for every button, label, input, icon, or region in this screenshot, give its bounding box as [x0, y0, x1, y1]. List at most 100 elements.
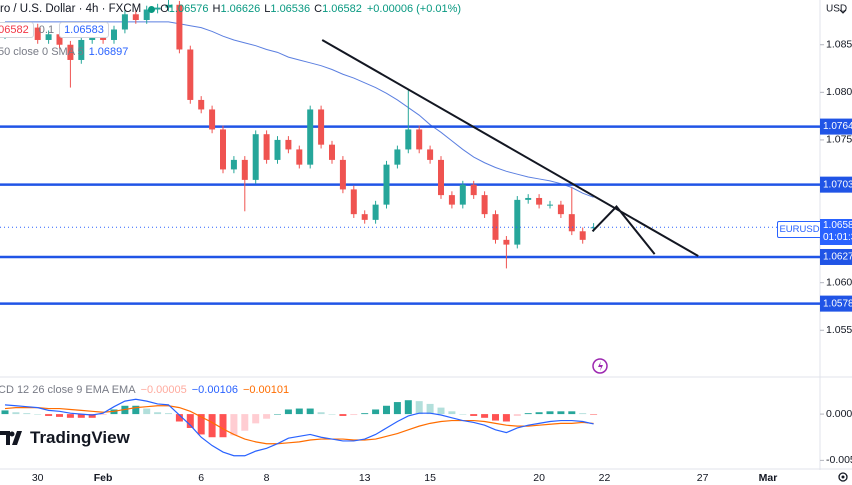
- macd-histogram-bar: [12, 412, 20, 415]
- candle-body: [470, 184, 477, 196]
- x-tick-label: 27: [697, 472, 709, 484]
- candle-body: [481, 195, 488, 215]
- candle-body: [121, 14, 128, 30]
- x-tick-label: 15: [424, 472, 436, 484]
- symbol-name[interactable]: ro / U.S. Dollar · 4h · FXCM: [0, 3, 142, 15]
- candle-body: [143, 9, 150, 20]
- change: +0.00006 (+0.01%): [366, 3, 462, 15]
- macd-histogram-bar: [66, 414, 74, 418]
- x-tick-label: 30: [32, 472, 44, 484]
- macd-histogram-bar: [350, 414, 358, 416]
- sma-value: 1.06897: [88, 46, 129, 58]
- settings-icon[interactable]: [838, 472, 848, 482]
- brand-logo[interactable]: TradingView: [0, 428, 130, 448]
- x-tick-label: 22: [599, 472, 611, 484]
- candle-body: [209, 109, 216, 130]
- candle-body: [154, 7, 161, 10]
- currency-caret: [839, 9, 847, 14]
- macd-histogram-bar: [328, 414, 336, 415]
- macd-histogram-bar: [230, 414, 238, 436]
- buy-button[interactable]: 1.06583: [59, 22, 109, 38]
- candle-body: [34, 27, 41, 40]
- candle-body: [405, 129, 412, 150]
- candle-body: [285, 139, 292, 150]
- macd-histogram-bar: [513, 414, 521, 416]
- candle-body: [448, 195, 455, 205]
- candle-body: [307, 109, 314, 165]
- macd-histogram-bar: [557, 411, 565, 415]
- candle-body: [45, 34, 52, 40]
- candle-body: [165, 4, 172, 8]
- candle-body: [132, 14, 139, 20]
- x-tick-label: 8: [264, 472, 270, 484]
- macd-label[interactable]: CD 12 26 close 9 EMA EMA: [0, 384, 136, 396]
- candle-body: [339, 159, 346, 190]
- candle-body: [67, 44, 74, 60]
- sell-button[interactable]: 1.06582: [0, 22, 34, 38]
- macd-histogram-bar: [502, 414, 510, 422]
- x-tick-label: Feb: [94, 472, 113, 484]
- sma-legend: 50 close 0 SMA 5 1.06897: [0, 46, 128, 58]
- symbol-tag: EURUSD: [777, 221, 822, 238]
- candle-body: [547, 204, 553, 206]
- y-tick-label: 1.0600: [826, 276, 852, 288]
- macd-histogram-bar: [590, 414, 598, 415]
- macd-histogram-bar: [186, 414, 194, 428]
- candle-body: [198, 99, 205, 110]
- candle-body: [230, 159, 237, 170]
- macd-histogram-bar: [274, 414, 281, 415]
- candle-body: [525, 197, 532, 200]
- trade-buttons: 1.06582 0.1 1.06583: [0, 22, 109, 38]
- level-label: 1.0627: [823, 252, 852, 263]
- candle-body: [557, 204, 564, 215]
- signal-line: [4, 405, 594, 445]
- macd-histogram-bar: [165, 413, 172, 415]
- macd-value: −0.00106: [191, 384, 238, 396]
- candle-body: [459, 184, 466, 205]
- candle-body: [241, 159, 248, 180]
- y-tick-label: 1.0550: [826, 324, 852, 336]
- macd-legend: CD 12 26 close 9 EMA EMA −0.00005 −0.001…: [0, 384, 289, 396]
- ohlc-value: 1.06576: [168, 3, 209, 15]
- sma-label[interactable]: 50 close 0 SMA 5: [0, 46, 84, 58]
- candle-body: [296, 149, 303, 165]
- macd-histogram-bar: [295, 408, 303, 415]
- macd-histogram-bar: [143, 408, 151, 415]
- macd-histogram-bar: [404, 400, 412, 415]
- candle-body: [590, 227, 597, 229]
- macd-histogram-bar: [459, 414, 467, 415]
- macd-histogram-bar: [197, 414, 205, 435]
- macd-histogram-bar: [361, 413, 369, 415]
- level-label: 1.0764: [823, 121, 852, 132]
- market-status: [148, 5, 156, 13]
- candle-body: [536, 197, 543, 205]
- macd-histogram-bar: [45, 414, 53, 416]
- level-tag: [820, 248, 852, 265]
- candle-body: [56, 34, 63, 45]
- y-tick-label: 1.0850: [826, 39, 852, 51]
- macd-histogram-bar: [175, 414, 183, 422]
- level-tag: [820, 118, 852, 135]
- level-label: 1.0703: [823, 179, 852, 190]
- brand-icon: [0, 431, 22, 445]
- candle-body: [492, 214, 499, 240]
- macd-histogram-bar: [208, 414, 216, 438]
- macd-histogram-bar: [241, 414, 249, 431]
- macd-histogram-bar: [393, 402, 401, 415]
- ohlc-key: L: [264, 3, 271, 15]
- ohlc-value: 1.06582: [322, 3, 362, 15]
- macd-histogram-bar: [448, 411, 456, 415]
- macd-histogram-bar: [579, 413, 587, 415]
- symbol-legend: ro / U.S. Dollar · 4h · FXCM O 1.06576 H 1.…: [0, 3, 461, 15]
- macd-histogram-bar: [77, 414, 85, 418]
- macd-histogram-bar: [219, 414, 227, 438]
- candle-body: [176, 4, 183, 50]
- x-tick-label: Mar: [759, 472, 778, 484]
- price-pane: [0, 0, 820, 305]
- alert-icon[interactable]: [592, 358, 608, 374]
- currency-label[interactable]: USD: [826, 4, 847, 15]
- macd-histogram-bar: [23, 413, 31, 415]
- candle-body: [372, 204, 379, 220]
- macd-histogram-bar: [154, 412, 162, 415]
